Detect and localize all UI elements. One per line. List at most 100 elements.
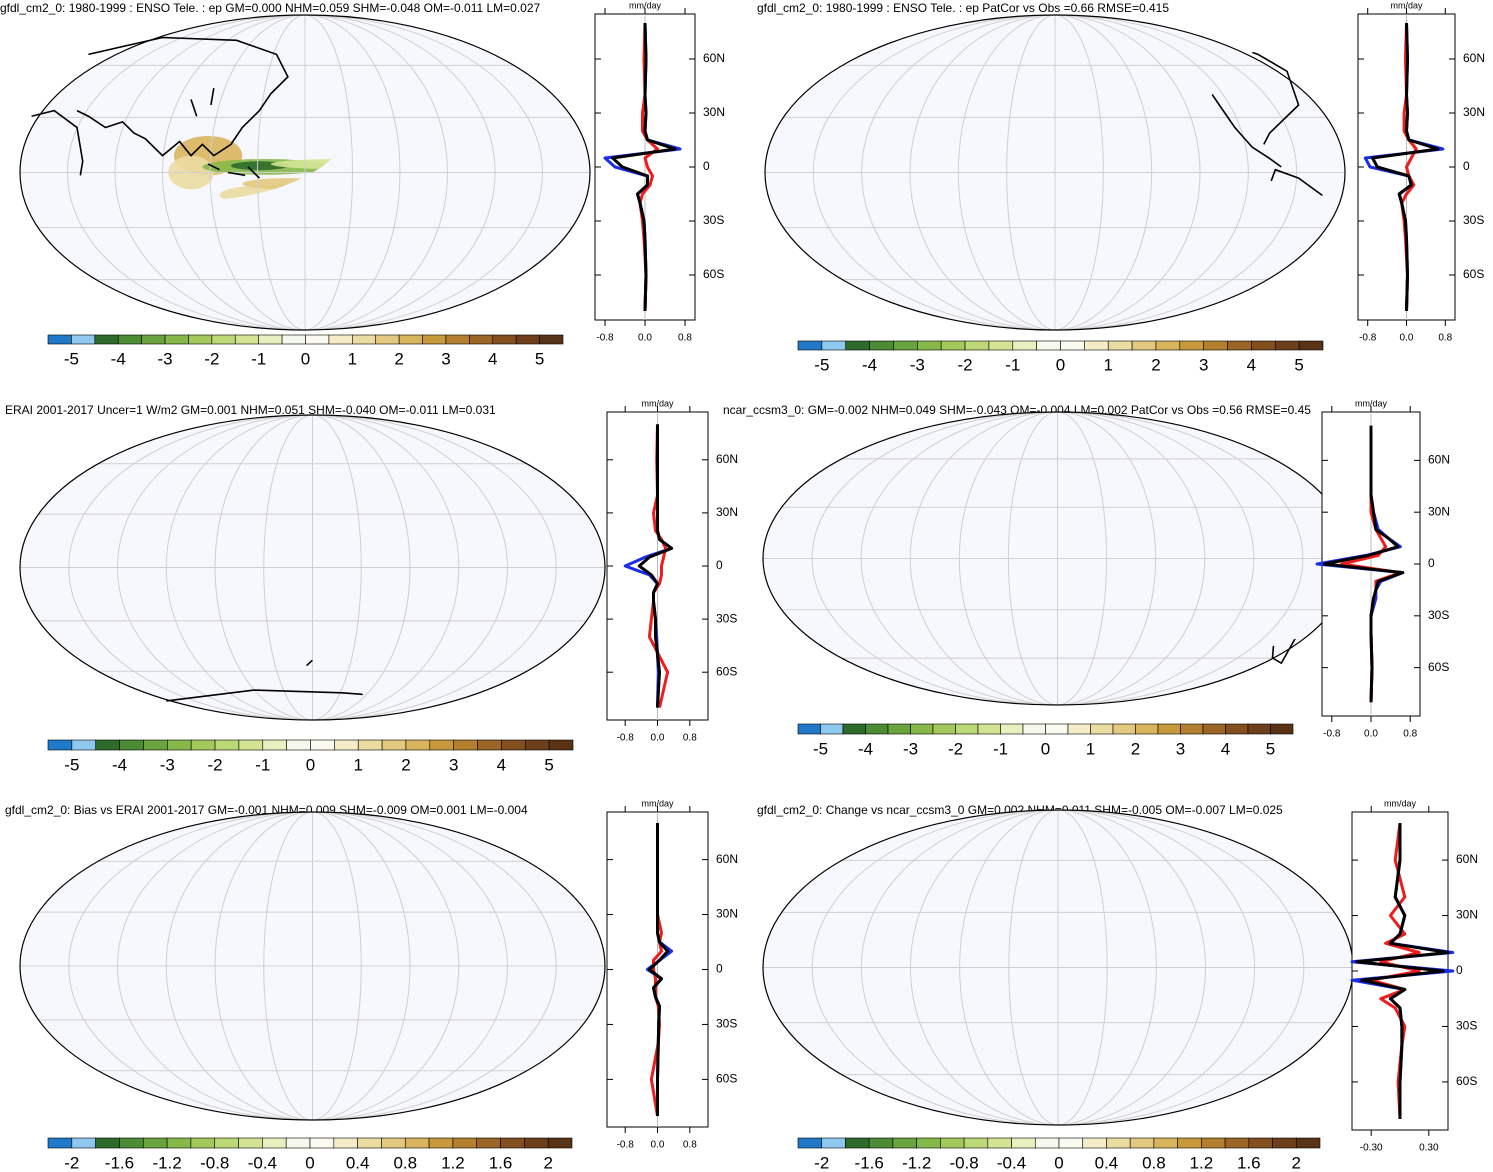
colorbar-box <box>865 723 889 735</box>
colorbar-tick-label: 0 <box>1056 355 1065 374</box>
colorbar-box <box>1036 340 1061 351</box>
map-border <box>764 14 1346 331</box>
colorbar-tick-label: -4 <box>111 349 126 368</box>
colorbar-box <box>1131 340 1157 351</box>
colorbar-tick-label: -0.4 <box>248 1153 277 1172</box>
colorbar-box <box>309 1137 335 1149</box>
colorbar-tick-label: 2 <box>394 349 403 368</box>
colorbar-tick-label: 0 <box>1054 1153 1063 1172</box>
colorbar-box <box>238 1137 263 1149</box>
y-tick-label: 0 <box>703 159 710 173</box>
y-tick-label: 60N <box>1463 51 1485 65</box>
colorbar-tick-label: 4 <box>1221 739 1230 758</box>
colorbar-box <box>71 334 96 345</box>
colorbar-tick-label: -1 <box>255 755 270 774</box>
panel: gfdl_cm2_0: 1980-1999 : ENSO Tele. : ep … <box>757 0 1485 374</box>
colorbar-box <box>357 1137 382 1149</box>
y-tick-label: 60N <box>716 452 738 466</box>
panel: gfdl_cm2_0: Bias vs ERAI 2001-2017 GM=-0… <box>5 798 738 1172</box>
colorbar-box <box>211 334 236 345</box>
colorbar-box <box>47 334 72 345</box>
colorbar-box <box>1090 723 1114 735</box>
colorbar-tick-label: -1 <box>251 349 266 368</box>
colorbar-box <box>492 334 517 345</box>
colorbar-tick-label: 1.6 <box>1237 1153 1261 1172</box>
x-tick-label: -0.8 <box>617 1140 635 1151</box>
y-tick-label: 30S <box>716 611 737 625</box>
colorbar-tick-label: 2 <box>543 1153 552 1172</box>
y-tick-label: 60S <box>1428 660 1449 674</box>
x-tick-label: -0.30 <box>1360 1143 1383 1154</box>
colorbar-box <box>845 340 870 351</box>
colorbar-box <box>821 1137 846 1149</box>
colorbar-box <box>286 739 311 751</box>
colorbar-box <box>234 334 259 345</box>
colorbar-box <box>821 340 847 351</box>
x-tick-label: 0.0 <box>651 1140 665 1151</box>
colorbar-box <box>548 739 574 751</box>
colorbar-tick-label: -0.8 <box>200 1153 229 1172</box>
colorbar-box <box>1202 723 1226 735</box>
colorbar-tick-label: 0.8 <box>1142 1153 1166 1172</box>
y-tick-label: 60S <box>703 267 724 281</box>
colorbar-box <box>262 739 287 751</box>
colorbar-tick-label: -2 <box>948 739 963 758</box>
colorbar-box <box>1082 1137 1107 1149</box>
x-tick-label: -0.8 <box>617 733 635 744</box>
colorbar-box <box>893 340 918 351</box>
colorbar-box <box>1270 723 1294 735</box>
colorbar-box <box>500 1137 525 1149</box>
colorbar-box <box>95 739 120 751</box>
x-tick-label: 0.30 <box>1419 1143 1439 1154</box>
colorbar-box <box>1201 1137 1226 1149</box>
colorbar-tick-label: -1 <box>993 739 1008 758</box>
x-axis-label: mm/day <box>1355 398 1388 408</box>
panel-title: gfdl_cm2_0: 1980-1999 : ENSO Tele. : ep … <box>0 1 541 15</box>
x-tick-label: -0.8 <box>596 333 614 344</box>
colorbar-tick-label: -2 <box>957 355 972 374</box>
profile-line <box>647 424 670 708</box>
colorbar-tick-label: -2 <box>207 755 222 774</box>
x-axis-label: mm/day <box>1384 798 1417 808</box>
colorbar-box <box>1295 1137 1321 1149</box>
colorbar-box <box>1012 340 1037 351</box>
x-axis-label: mm/day <box>641 398 674 408</box>
y-tick-label: 30N <box>716 505 738 519</box>
colorbar-tick-label: 2 <box>401 755 410 774</box>
colorbar-tick-label: 5 <box>1294 355 1303 374</box>
colorbar-tick-label: 0 <box>301 349 310 368</box>
y-tick-label: 0 <box>1456 963 1463 977</box>
colorbar-tick-label: 1 <box>1103 355 1112 374</box>
y-tick-label: 30S <box>703 213 724 227</box>
colorbar-box <box>119 1137 144 1149</box>
colorbar-box <box>398 334 423 345</box>
profile-line <box>637 424 674 708</box>
profile-line <box>1355 823 1450 1119</box>
colorbar-tick-label: -2 <box>814 1153 829 1172</box>
colorbar-tick-label: 1 <box>348 349 357 368</box>
colorbar-box <box>71 739 97 751</box>
y-tick-label: 60N <box>1428 453 1450 467</box>
map-border <box>19 414 606 721</box>
colorbar-tick-label: 3 <box>449 755 458 774</box>
colorbar-box <box>381 1137 406 1149</box>
x-tick-label: 0.8 <box>678 333 692 344</box>
y-tick-label: 60S <box>716 1072 737 1086</box>
colorbar-box <box>166 1137 192 1149</box>
colorbar-tick-label: -3 <box>160 755 175 774</box>
colorbar-box <box>524 1137 549 1149</box>
y-tick-label: 30S <box>716 1017 737 1031</box>
x-tick-label: 0.8 <box>683 1140 697 1151</box>
colorbar-box <box>214 739 240 751</box>
colorbar-box <box>1180 723 1204 735</box>
x-tick-label: 0.0 <box>638 333 652 344</box>
colorbar-box <box>1177 1137 1202 1149</box>
colorbar-tick-label: 2 <box>1151 355 1160 374</box>
colorbar-tick-label: 5 <box>1266 739 1275 758</box>
colorbar-box <box>143 739 168 751</box>
y-tick-label: 60N <box>716 852 738 866</box>
colorbar-box <box>141 334 166 345</box>
colorbar-tick-label: 0.8 <box>393 1153 417 1172</box>
colorbar-box <box>1248 1137 1273 1149</box>
